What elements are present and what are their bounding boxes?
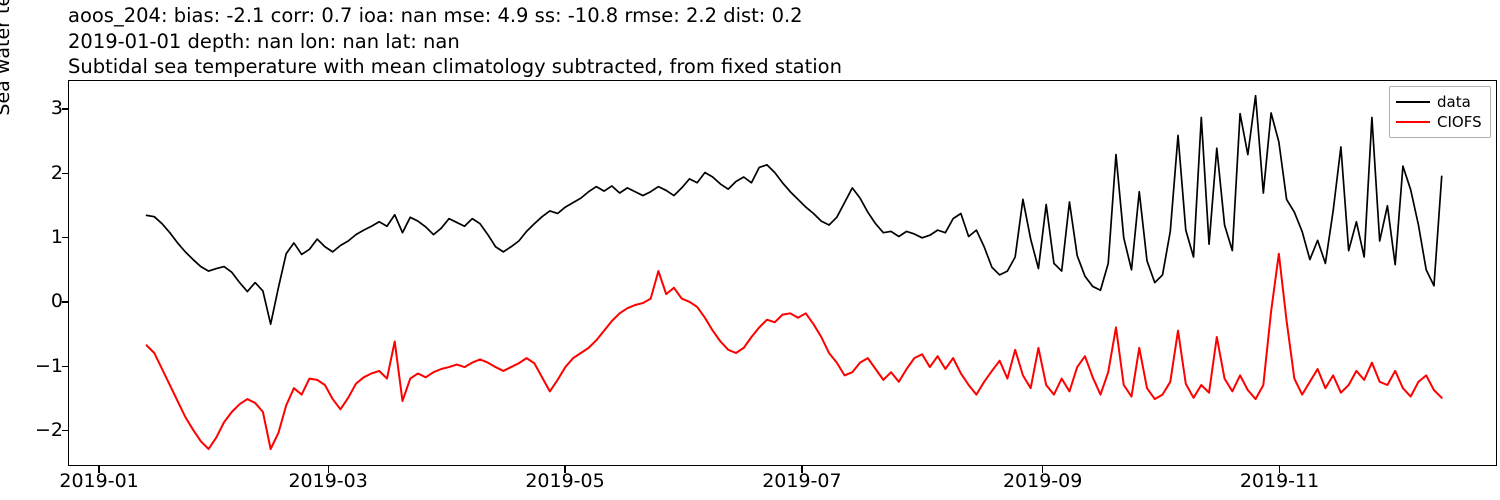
x-tick-mark	[98, 466, 100, 473]
legend-entry: CIOFS	[1396, 112, 1484, 132]
x-tick-mark	[327, 466, 329, 473]
y-tick-label: 1	[50, 226, 63, 249]
x-tick-mark	[1278, 466, 1281, 473]
x-tick-label: 2019-01	[59, 470, 139, 492]
x-tick-mark	[801, 466, 803, 473]
x-tick-mark	[564, 466, 566, 473]
y-tick-mark	[61, 172, 69, 174]
legend-label: CIOFS	[1437, 112, 1482, 131]
y-tick-mark	[61, 236, 69, 239]
x-tick-mark	[1042, 466, 1044, 473]
plot-area	[68, 80, 1497, 466]
y-tick-label: −2	[34, 419, 63, 442]
legend-label: data	[1437, 92, 1471, 111]
legend-box: data CIOFS	[1389, 86, 1491, 138]
title-line-metadata: 2019-01-01 depth: nan lon: nan lat: nan	[68, 29, 460, 53]
series-line-data	[147, 96, 1442, 324]
x-tick-label: 2019-05	[525, 470, 605, 492]
y-tick-label: 0	[50, 290, 63, 313]
plot-lines-svg	[69, 81, 1496, 465]
y-tick-label: −1	[34, 354, 63, 377]
y-tick-mark	[61, 108, 69, 110]
figure-title-block: aoos_204: bias: -2.1 corr: 0.7 ioa: nan …	[68, 3, 1488, 80]
y-tick-mark	[61, 301, 69, 303]
y-axis-label: Sea water temperature [C]	[0, 0, 14, 148]
y-tick-label: 2	[50, 161, 63, 184]
x-tick-label: 2019-09	[1002, 470, 1083, 492]
y-tick-label: 3	[50, 97, 63, 120]
legend-entry: data	[1396, 92, 1484, 112]
legend-line-swatch	[1396, 121, 1430, 123]
title-line-description: Subtidal sea temperature with mean clima…	[68, 55, 842, 78]
x-tick-label: 2019-03	[288, 470, 368, 492]
x-tick-label: 2019-07	[762, 470, 842, 492]
y-tick-mark	[61, 365, 69, 367]
series-line-ciofs	[147, 254, 1442, 449]
x-tick-label: 2019-11	[1239, 470, 1320, 492]
title-line-stats: aoos_204: bias: -2.1 corr: 0.7 ioa: nan …	[68, 4, 803, 27]
y-tick-mark	[61, 429, 69, 432]
legend-line-swatch	[1396, 101, 1430, 103]
